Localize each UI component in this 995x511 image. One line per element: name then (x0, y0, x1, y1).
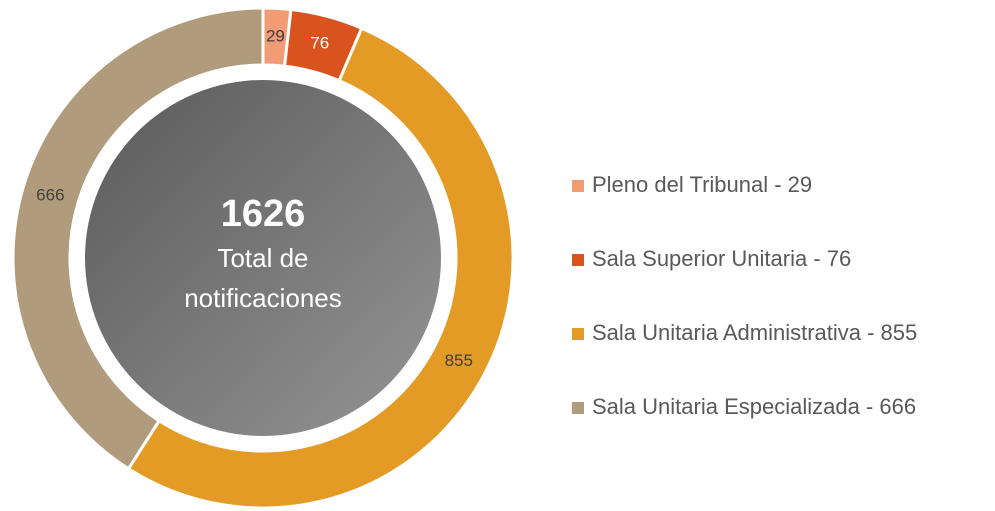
data-label: 76 (310, 33, 329, 52)
legend-label: Sala Unitaria Especializada - 666 (592, 394, 916, 419)
legend-swatch (572, 328, 584, 340)
total: 1626 (220, 193, 306, 235)
data-label: 666 (36, 185, 64, 204)
legend-swatch (572, 402, 584, 414)
center-disk (85, 80, 441, 436)
legend-swatch (572, 180, 584, 192)
data-label: 855 (445, 351, 473, 370)
donut-segment (126, 26, 515, 510)
donut-segment (11, 6, 265, 471)
legend-label: Sala Superior Unitaria - 76 (592, 246, 851, 271)
legend-label: Sala Unitaria Administrativa - 855 (592, 320, 917, 345)
center-text: 1626 Total de notificaciones (143, 190, 383, 318)
legend-swatch (572, 254, 584, 266)
data-label: 29 (266, 26, 285, 45)
legend-label: Pleno del Tribunal - 29 (592, 172, 812, 197)
total-label: Total de notificaciones (184, 243, 342, 313)
